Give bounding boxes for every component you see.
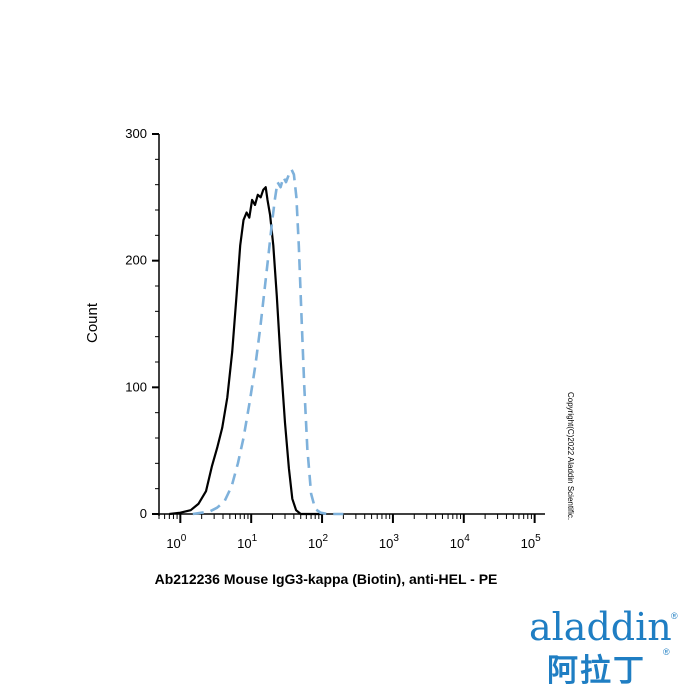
y-tick-label: 200 — [125, 253, 147, 268]
y-tick-label: 100 — [125, 379, 147, 394]
x-tick-exponent: 3 — [393, 533, 399, 544]
x-tick-exponent: 4 — [464, 533, 470, 544]
series-line-dashed — [192, 168, 344, 516]
x-axis: 100 101 102 103 104 105 — [157, 513, 545, 551]
x-tick-exponent: 1 — [252, 533, 258, 544]
x-tick-base: 10 — [379, 536, 393, 551]
x-axis-title: Ab212236 Mouse IgG3-kappa (Biotin), anti… — [155, 571, 498, 587]
x-tick-label: 104 — [450, 533, 470, 551]
y-tick-label: 0 — [140, 506, 147, 521]
copyright-label: Copyright(C)2022 Aladdin Scientific. — [566, 392, 575, 521]
x-tick-label: 105 — [521, 533, 541, 551]
x-tick-exponent: 2 — [323, 533, 329, 544]
aladdin-logo: aladdin ® 阿拉丁 ® — [525, 605, 685, 689]
x-tick-exponent: 0 — [181, 533, 187, 544]
x-tick-label: 102 — [308, 533, 328, 551]
series-group — [169, 168, 344, 516]
x-tick-exponent: 5 — [535, 533, 541, 544]
logo-registered-mark: ® — [671, 611, 678, 621]
x-tick-label: 101 — [237, 533, 257, 551]
logo-chinese-name: 阿拉丁 — [547, 653, 646, 689]
copyright-text: Copyright(C)2022 Aladdin Scientific. — [566, 392, 585, 552]
y-tick-label: 300 — [125, 126, 147, 141]
logo-registered-mark-2: ® — [663, 647, 670, 657]
x-tick-label: 100 — [166, 533, 186, 551]
y-axis-title: Count — [84, 302, 101, 343]
logo-wordmark: aladdin — [529, 605, 672, 649]
y-axis: 0 100 200 300 — [125, 126, 160, 521]
x-tick-base: 10 — [166, 536, 180, 551]
x-tick-base: 10 — [521, 536, 535, 551]
series-line-solid — [169, 186, 323, 516]
x-tick-base: 10 — [308, 536, 322, 551]
x-tick-base: 10 — [237, 536, 251, 551]
x-tick-base: 10 — [450, 536, 464, 551]
x-tick-label: 103 — [379, 533, 399, 551]
